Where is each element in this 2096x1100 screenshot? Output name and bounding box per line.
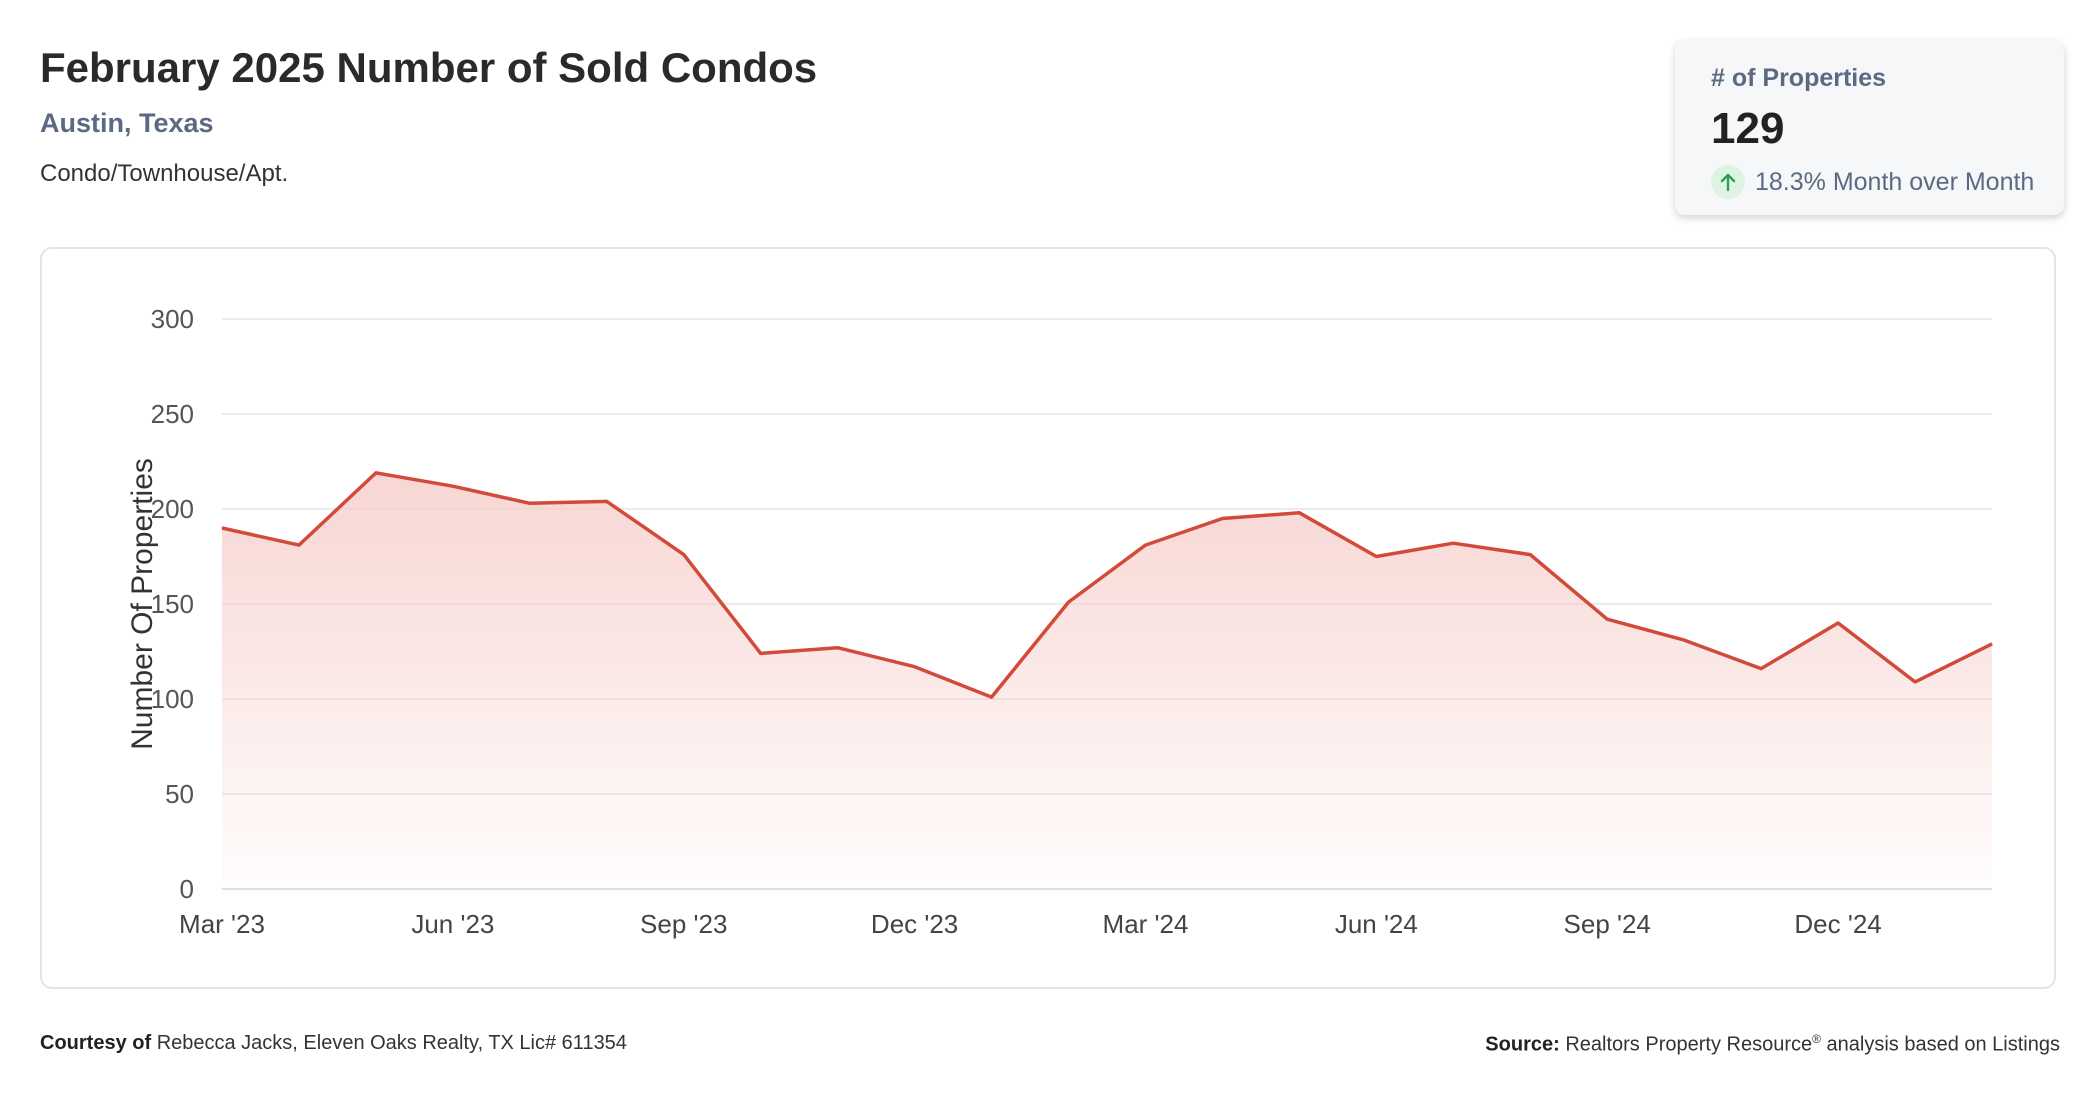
courtesy-footer: Courtesy of Rebecca Jacks, Eleven Oaks R… (40, 1032, 627, 1055)
x-tick-label: Jun '23 (411, 909, 494, 939)
series-line (221, 471, 1993, 699)
data-point (837, 647, 839, 649)
kpi-change-text: 18.3% Month over Month (1755, 167, 2035, 196)
x-tick-label: Sep '24 (1564, 909, 1651, 939)
data-point (760, 652, 762, 654)
data-point (529, 502, 531, 504)
data-point (1144, 544, 1146, 546)
data-point (1298, 512, 1300, 514)
x-tick-label: Dec '24 (1794, 909, 1881, 939)
y-tick-label: 250 (151, 399, 194, 429)
data-point (452, 485, 454, 487)
data-point (1837, 622, 1839, 624)
data-point (1606, 618, 1608, 620)
data-point (1068, 601, 1070, 603)
kpi-value: 129 (1711, 104, 1785, 153)
data-point (375, 472, 377, 474)
courtesy-label: Courtesy of (40, 1032, 152, 1054)
x-tick-label: Dec '23 (871, 909, 958, 939)
location-subtitle: Austin, Texas (40, 108, 214, 138)
y-tick-label: 50 (165, 779, 194, 809)
data-point (1760, 668, 1762, 670)
y-tick-label: 150 (151, 589, 194, 619)
kpi-change: 18.3% Month over Month (1711, 164, 2034, 200)
x-tick-label: Sep '23 (640, 909, 727, 939)
y-tick-label: 300 (151, 304, 194, 334)
data-point (683, 554, 685, 556)
source-label: Source: (1485, 1033, 1560, 1056)
x-tick-label: Mar '24 (1103, 909, 1189, 939)
data-point (1914, 681, 1916, 683)
chart-card: 0 50 100 150 200 250 300 Number Of Properties Ma… (40, 247, 2056, 989)
data-point (606, 500, 608, 502)
source-text: Realtors Property Resource (1565, 1033, 1813, 1056)
data-point (991, 696, 993, 698)
registered-mark: ® (1812, 1032, 1821, 1046)
y-tick-label: 0 (180, 874, 194, 904)
kpi-label: # of Properties (1711, 64, 1887, 92)
y-tick-label: 100 (151, 684, 194, 714)
arrow-up-icon (1711, 165, 1745, 199)
data-point (1452, 542, 1454, 544)
data-point (298, 544, 300, 546)
x-tick-label: Mar '23 (179, 909, 265, 939)
data-point (1529, 554, 1531, 556)
source-footer: Source: Realtors Property Resource® anal… (1485, 1032, 2060, 1057)
data-point (1375, 556, 1377, 557)
data-point (1991, 643, 1993, 645)
courtesy-text: Rebecca Jacks, Eleven Oaks Realty, TX Li… (156, 1032, 627, 1054)
x-tick-label: Jun '24 (1335, 909, 1418, 939)
series-area (222, 472, 1992, 889)
y-axis-label: Number Of Properties (126, 458, 159, 750)
data-point (221, 527, 223, 529)
data-point (1683, 639, 1685, 641)
y-tick-label: 200 (151, 494, 194, 524)
data-point (1221, 518, 1223, 519)
data-point (914, 666, 916, 668)
source-text-tail: analysis based on Listings (1820, 1033, 2061, 1056)
chart-title: February 2025 Number of Sold Condos (40, 44, 818, 91)
kpi-card: # of Properties 129 18.3% Month over Mon… (1675, 40, 2064, 215)
property-type-label: Condo/Townhouse/Apt. (40, 160, 289, 187)
line-chart: 0 50 100 150 200 250 300 Number Of Properties Ma… (126, 304, 1993, 939)
